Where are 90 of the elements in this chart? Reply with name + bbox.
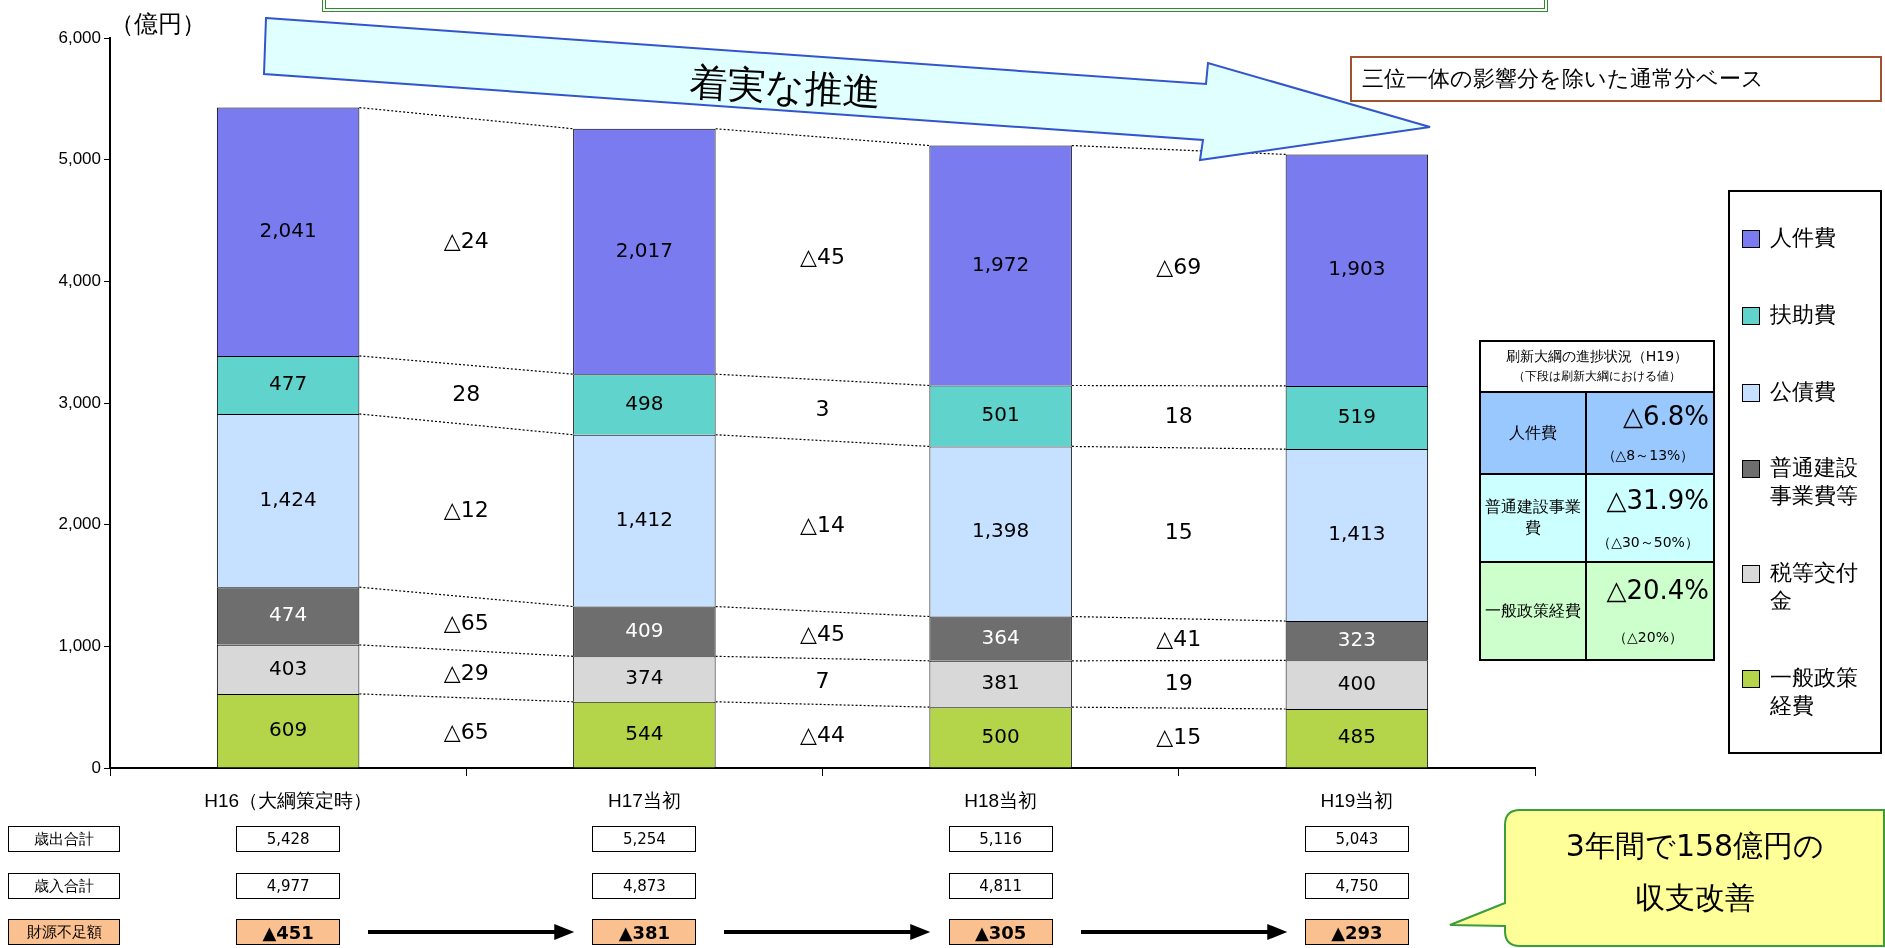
- text: 4,811: [948, 873, 1053, 899]
- annotation: 18: [1163, 402, 1194, 428]
- legend-label: 公債費: [1770, 377, 1837, 406]
- data-label: 474: [269, 602, 308, 627]
- data-label: 374: [625, 665, 664, 690]
- legend-label: 一般政策経費: [1770, 663, 1859, 720]
- y-tick-label: 0: [91, 757, 101, 777]
- data-label: 609: [269, 716, 308, 741]
- data-label: 1,903: [1328, 256, 1386, 281]
- annotation: △44: [799, 722, 846, 748]
- annotation: △24: [442, 227, 490, 253]
- data-label: 500: [981, 723, 1020, 748]
- data-label: 1,413: [1328, 521, 1386, 546]
- text: 3年間で158億円の: [1564, 827, 1826, 865]
- data-label: 2,017: [615, 237, 674, 262]
- annotation: 刷新大綱の進捗状況（H19）: [1504, 347, 1690, 366]
- x-tick-label: H19当初: [1320, 789, 1394, 811]
- data-label: 364: [981, 624, 1020, 649]
- annotation: 着実な推進: [688, 59, 883, 116]
- data-label: 1,424: [259, 486, 317, 511]
- annotation: 3: [814, 396, 831, 422]
- data-label: 498: [625, 390, 664, 415]
- data-label: 323: [1337, 626, 1376, 651]
- data-label: 501: [981, 402, 1020, 427]
- data-label: 519: [1337, 403, 1376, 428]
- annotation: 15: [1163, 519, 1194, 545]
- text: ▲381: [592, 919, 697, 945]
- data-label: 1,412: [615, 506, 674, 531]
- text-box: 三位一体の影響分を除いた通常分ベース: [1350, 56, 1882, 102]
- data-label: 1,972: [971, 251, 1030, 276]
- text: ▲293: [1304, 919, 1409, 945]
- data-label: 2,041: [259, 217, 317, 242]
- annotation: △65: [442, 718, 490, 744]
- y-axis-title: （億円）: [110, 9, 206, 40]
- legend-label: 人件費: [1770, 224, 1837, 253]
- text: △20.4%: [1606, 575, 1709, 605]
- annotation: 一般政策経費: [1481, 563, 1587, 659]
- text: △31.9%: [1606, 484, 1709, 515]
- text: 財源不足額: [8, 919, 120, 945]
- annotation: △45: [799, 621, 846, 647]
- text: （△30～50%）: [1597, 533, 1699, 552]
- annotation: △65: [442, 609, 490, 635]
- y-tick-label: 4,000: [58, 271, 101, 291]
- legend-label: 扶助費: [1770, 301, 1837, 329]
- annotation: △12: [442, 496, 490, 522]
- annotation: 人件費: [1481, 393, 1587, 473]
- text: ▲451: [236, 919, 341, 945]
- x-tick-label: H18当初: [964, 789, 1038, 811]
- annotation: 7: [814, 667, 831, 693]
- data-label: 477: [269, 371, 308, 396]
- text: 4,873: [592, 873, 697, 899]
- y-tick-label: 6,000: [58, 27, 101, 47]
- text: 4,977: [236, 873, 341, 899]
- text: 4,750: [1304, 873, 1409, 899]
- text: ▲305: [948, 919, 1053, 945]
- legend-label: 税等交付金: [1770, 558, 1859, 615]
- annotation: （下段は刷新大綱における値）: [1481, 366, 1713, 393]
- annotation: 28: [451, 380, 482, 406]
- data-label: 400: [1337, 670, 1376, 695]
- text: 5,254: [592, 826, 697, 852]
- data-label: 485: [1337, 724, 1376, 749]
- x-tick-label: H17当初: [607, 789, 681, 811]
- text: 歳出合計: [8, 826, 120, 852]
- text: 5,116: [948, 826, 1053, 852]
- text: （△8～13%）: [1601, 447, 1695, 465]
- annotation: △15: [1155, 724, 1203, 750]
- annotation: △14: [799, 512, 846, 538]
- text: （△20%）: [1613, 629, 1683, 647]
- annotation: 19: [1163, 670, 1194, 696]
- y-tick-label: 3,000: [58, 392, 101, 412]
- y-tick-label: 5,000: [58, 149, 101, 169]
- data-label: 381: [981, 670, 1020, 695]
- y-tick-label: 2,000: [58, 514, 101, 534]
- legend-label: 普通建設事業費等: [1770, 454, 1859, 511]
- text: 収支改善: [1634, 879, 1756, 917]
- text: 5,428: [236, 826, 341, 852]
- data-label: 409: [625, 617, 664, 642]
- y-tick-label: 1,000: [58, 636, 101, 656]
- annotation: △41: [1155, 625, 1203, 651]
- annotation: 普通建設事業費: [1481, 475, 1587, 561]
- text: △6.8%: [1622, 401, 1709, 431]
- text: 歳入合計: [8, 873, 120, 899]
- data-label: 403: [269, 655, 308, 680]
- annotation: △69: [1155, 253, 1203, 279]
- text: 5,043: [1304, 826, 1409, 852]
- annotation: △29: [442, 660, 490, 686]
- data-label: 544: [625, 720, 664, 745]
- x-tick-label: H16（大綱策定時）: [204, 789, 373, 811]
- data-label: 1,398: [971, 517, 1030, 542]
- annotation: △45: [799, 244, 846, 270]
